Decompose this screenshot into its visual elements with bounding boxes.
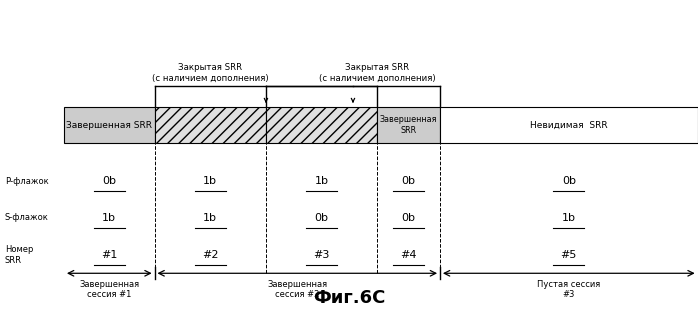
- Text: Закрытая SRR
(с наличием дополнения): Закрытая SRR (с наличием дополнения): [319, 64, 435, 83]
- Text: 0b: 0b: [315, 213, 329, 223]
- Text: Номер
SRR: Номер SRR: [5, 245, 34, 264]
- Text: Невидимая  SRR: Невидимая SRR: [530, 121, 607, 130]
- Text: Фиг.6С: Фиг.6С: [313, 289, 386, 307]
- Text: 1b: 1b: [203, 176, 217, 186]
- Bar: [377, 107, 440, 143]
- Text: 1b: 1b: [102, 213, 116, 223]
- Text: #3: #3: [313, 250, 330, 260]
- Text: #2: #2: [202, 250, 219, 260]
- Text: Пустая сессия
#3: Пустая сессия #3: [538, 280, 600, 299]
- Text: Завершенная
сессия #1: Завершенная сессия #1: [79, 280, 139, 299]
- Text: 0b: 0b: [102, 176, 116, 186]
- Bar: [440, 107, 698, 143]
- Text: #4: #4: [401, 250, 417, 260]
- Bar: [64, 107, 154, 143]
- Text: 1b: 1b: [315, 176, 329, 186]
- Text: #5: #5: [561, 250, 577, 260]
- Text: Р-флажок: Р-флажок: [5, 177, 49, 186]
- Text: 1b: 1b: [203, 213, 217, 223]
- Bar: [266, 107, 377, 143]
- Text: #1: #1: [101, 250, 117, 260]
- Text: 0b: 0b: [402, 213, 416, 223]
- Text: 0b: 0b: [562, 176, 576, 186]
- Bar: [154, 107, 266, 143]
- Text: 1b: 1b: [562, 213, 576, 223]
- Text: Завершенная
SRR: Завершенная SRR: [380, 115, 438, 135]
- Text: Завершенная SRR: Завершенная SRR: [66, 121, 152, 130]
- Text: Завершенная
сессия #2: Завершенная сессия #2: [267, 280, 327, 299]
- Text: 0b: 0b: [402, 176, 416, 186]
- Text: S-флажок: S-флажок: [5, 214, 49, 223]
- Text: Закрытая SRR
(с наличием дополнения): Закрытая SRR (с наличием дополнения): [152, 64, 268, 83]
